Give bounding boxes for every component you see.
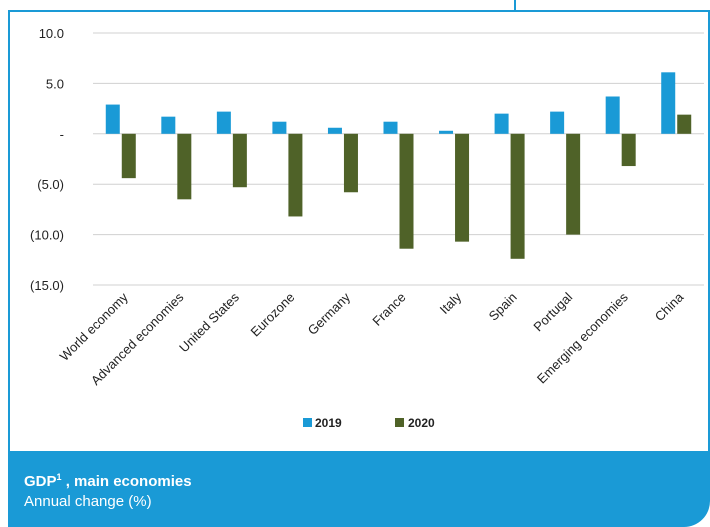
bar-2019 — [550, 111, 565, 134]
caption-footnote-mark: 1 — [56, 472, 62, 482]
x-category-label: France — [369, 290, 408, 329]
y-tick-label: (10.0) — [30, 228, 64, 243]
bar-2020 — [288, 133, 303, 217]
chart-caption: GDP1 , main economies Annual change (%) — [8, 451, 710, 527]
legend-swatch-2020 — [395, 418, 404, 427]
x-category-label: Eurozone — [248, 290, 298, 340]
x-category-label: China — [652, 289, 687, 324]
bar-2019 — [661, 72, 676, 134]
caption-title-suffix: , main economies — [61, 473, 192, 490]
bar-2019 — [605, 96, 620, 134]
bar-2019 — [327, 127, 342, 134]
legend: 2019 2020 — [303, 416, 435, 430]
bar-2020 — [121, 133, 136, 179]
bar-2020 — [399, 133, 414, 249]
legend-label-2020: 2020 — [408, 416, 435, 430]
bar-2020 — [566, 133, 581, 235]
legend-label-2019: 2019 — [315, 416, 342, 430]
bar-2020 — [677, 114, 692, 134]
caption-title: GDP1 , main economies — [24, 467, 710, 492]
y-tick-label: 5.0 — [46, 76, 64, 91]
bar-2019 — [272, 121, 287, 134]
bars — [105, 72, 692, 259]
y-axis-ticks: 10.0 5.0 - (5.0) (10.0) (15.0) — [30, 26, 64, 293]
bar-2020 — [621, 133, 636, 167]
x-category-label: Spain — [486, 290, 520, 324]
bar-2019 — [105, 104, 120, 134]
bar-2019 — [161, 116, 176, 134]
x-category-label: Germany — [305, 289, 354, 338]
bar-2020 — [177, 133, 192, 200]
bar-2020 — [510, 133, 525, 259]
caption-subtitle: Annual change (%) — [24, 493, 152, 510]
x-category-label: Portugal — [530, 289, 575, 334]
y-tick-label: (5.0) — [37, 177, 64, 192]
x-category-label: Advanced economies — [88, 289, 187, 388]
bar-2019 — [494, 113, 509, 134]
grid-lines — [93, 32, 704, 286]
caption-title-gdp: GDP — [24, 473, 57, 490]
y-tick-label: - — [60, 127, 64, 142]
x-category-label: Emerging economies — [534, 289, 631, 386]
bar-2020 — [232, 133, 247, 188]
bar-2020 — [343, 133, 358, 193]
y-tick-label: 10.0 — [39, 26, 64, 41]
gdp-bar-chart: 10.0 5.0 - (5.0) (10.0) (15.0) World economyA… — [30, 26, 704, 430]
x-category-label: Italy — [437, 289, 465, 317]
bar-2020 — [455, 133, 470, 242]
bar-2019 — [216, 111, 231, 134]
frame-notch — [514, 0, 516, 11]
legend-swatch-2019 — [303, 418, 312, 427]
y-tick-label: (15.0) — [30, 278, 64, 293]
bar-2019 — [383, 121, 398, 134]
bar-2019 — [439, 130, 454, 134]
x-category-label: United States — [176, 289, 242, 355]
